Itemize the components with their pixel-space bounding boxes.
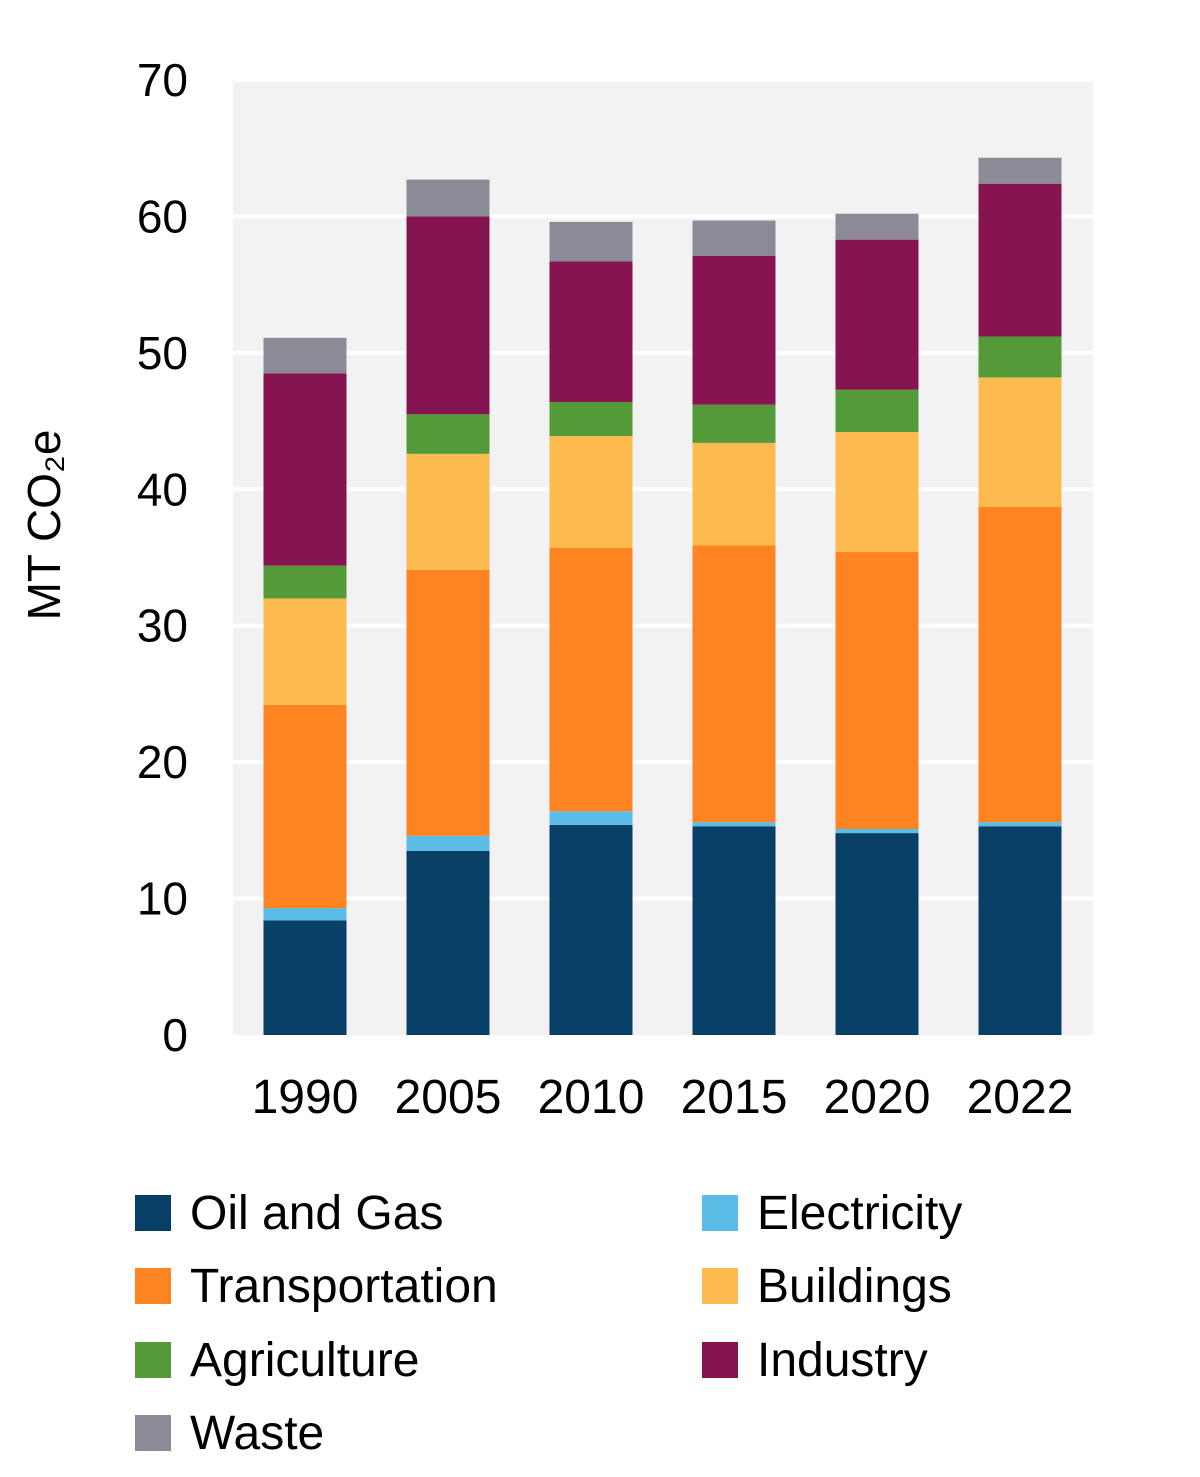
bar-segment-buildings-2005 — [406, 453, 490, 570]
bar-segment-electricity-2022 — [978, 822, 1062, 827]
bar-segment-transportation-2015 — [692, 545, 776, 823]
bar-segment-agriculture-2022 — [978, 336, 1062, 378]
y-tick-label: 40 — [137, 463, 188, 515]
legend-label-oil-and-gas: Oil and Gas — [190, 1187, 443, 1240]
bar-segment-agriculture-2010 — [549, 401, 633, 437]
bar-segment-buildings-2010 — [549, 436, 633, 548]
bar-segment-waste-2020 — [835, 213, 919, 240]
legend-swatch-electricity — [702, 1195, 738, 1231]
bar-segment-agriculture-2015 — [692, 404, 776, 443]
bar-segment-buildings-1990 — [263, 598, 347, 705]
y-tick-label: 50 — [137, 327, 188, 379]
bar-segment-waste-2015 — [692, 220, 776, 256]
bar-segment-industry-2020 — [835, 239, 919, 390]
bar-segment-transportation-2005 — [406, 569, 490, 836]
bar-segment-waste-2022 — [978, 157, 1062, 184]
bar-segment-buildings-2015 — [692, 442, 776, 546]
legend-label-electricity: Electricity — [757, 1187, 962, 1240]
bar-segment-buildings-2020 — [835, 431, 919, 553]
bar-segment-agriculture-2005 — [406, 414, 490, 454]
bar-segment-industry-2015 — [692, 255, 776, 405]
legend-label-industry: Industry — [757, 1334, 928, 1387]
bar-segment-buildings-2022 — [978, 377, 1062, 508]
x-axis-ticks: 1990 2005 2010 2015 2020 2022 — [252, 1071, 1074, 1124]
bar-segment-waste-1990 — [263, 337, 347, 374]
legend-label-agriculture: Agriculture — [190, 1334, 419, 1387]
legend-label-transportation: Transportation — [190, 1260, 498, 1313]
bar-segment-transportation-1990 — [263, 704, 347, 909]
bar-segment-oil-and-gas-2010 — [549, 824, 633, 1035]
legend-swatch-oil-and-gas — [135, 1195, 171, 1231]
bar-segment-transportation-2020 — [835, 552, 919, 829]
legend: Oil and Gas Electricity Transportation Buil… — [135, 1187, 962, 1460]
y-axis-ticks: 0 10 20 30 40 50 60 70 — [137, 54, 188, 1061]
legend-swatch-buildings — [702, 1268, 738, 1304]
y-tick-label: 70 — [137, 54, 188, 106]
bar-segment-transportation-2022 — [978, 507, 1062, 823]
legend-swatch-agriculture — [135, 1342, 171, 1378]
x-tick-label: 1990 — [252, 1071, 359, 1124]
bar-segment-industry-2022 — [978, 183, 1062, 337]
legend-label-waste: Waste — [190, 1407, 324, 1460]
bar-segment-electricity-1990 — [263, 908, 347, 921]
x-tick-label: 2020 — [824, 1071, 931, 1124]
bar-segment-waste-2010 — [549, 221, 633, 262]
x-tick-label: 2015 — [681, 1071, 788, 1124]
x-tick-label: 2022 — [967, 1071, 1074, 1124]
y-axis-label: MT CO₂e — [18, 430, 70, 621]
x-tick-label: 2005 — [395, 1071, 502, 1124]
gridlines — [233, 214, 1093, 901]
legend-swatch-waste — [135, 1415, 171, 1451]
y-tick-label: 60 — [137, 190, 188, 242]
bar-segment-waste-2005 — [406, 179, 490, 217]
bar-segment-industry-2005 — [406, 216, 490, 415]
bar-segment-electricity-2005 — [406, 835, 490, 851]
bars — [263, 157, 1062, 1035]
bar-segment-oil-and-gas-2015 — [692, 826, 776, 1035]
legend-label-buildings: Buildings — [757, 1260, 952, 1313]
legend-swatch-transportation — [135, 1268, 171, 1304]
x-tick-label: 2010 — [538, 1071, 645, 1124]
bar-segment-industry-1990 — [263, 373, 347, 566]
bar-segment-electricity-2010 — [549, 811, 633, 825]
y-tick-label: 10 — [137, 873, 188, 925]
bar-segment-agriculture-1990 — [263, 565, 347, 599]
bar-segment-oil-and-gas-2005 — [406, 850, 490, 1035]
y-tick-label: 0 — [162, 1009, 188, 1061]
bar-segment-oil-and-gas-1990 — [263, 920, 347, 1035]
plot-area — [233, 82, 1093, 1035]
legend-swatch-industry — [702, 1342, 738, 1378]
y-tick-label: 20 — [137, 736, 188, 788]
bar-segment-electricity-2015 — [692, 822, 776, 827]
bar-segment-electricity-2020 — [835, 828, 919, 834]
y-tick-label: 30 — [137, 600, 188, 652]
bar-segment-transportation-2010 — [549, 547, 633, 812]
bar-segment-oil-and-gas-2022 — [978, 826, 1062, 1035]
bar-segment-industry-2010 — [549, 261, 633, 402]
bar-segment-agriculture-2020 — [835, 389, 919, 432]
bar-segment-oil-and-gas-2020 — [835, 833, 919, 1035]
